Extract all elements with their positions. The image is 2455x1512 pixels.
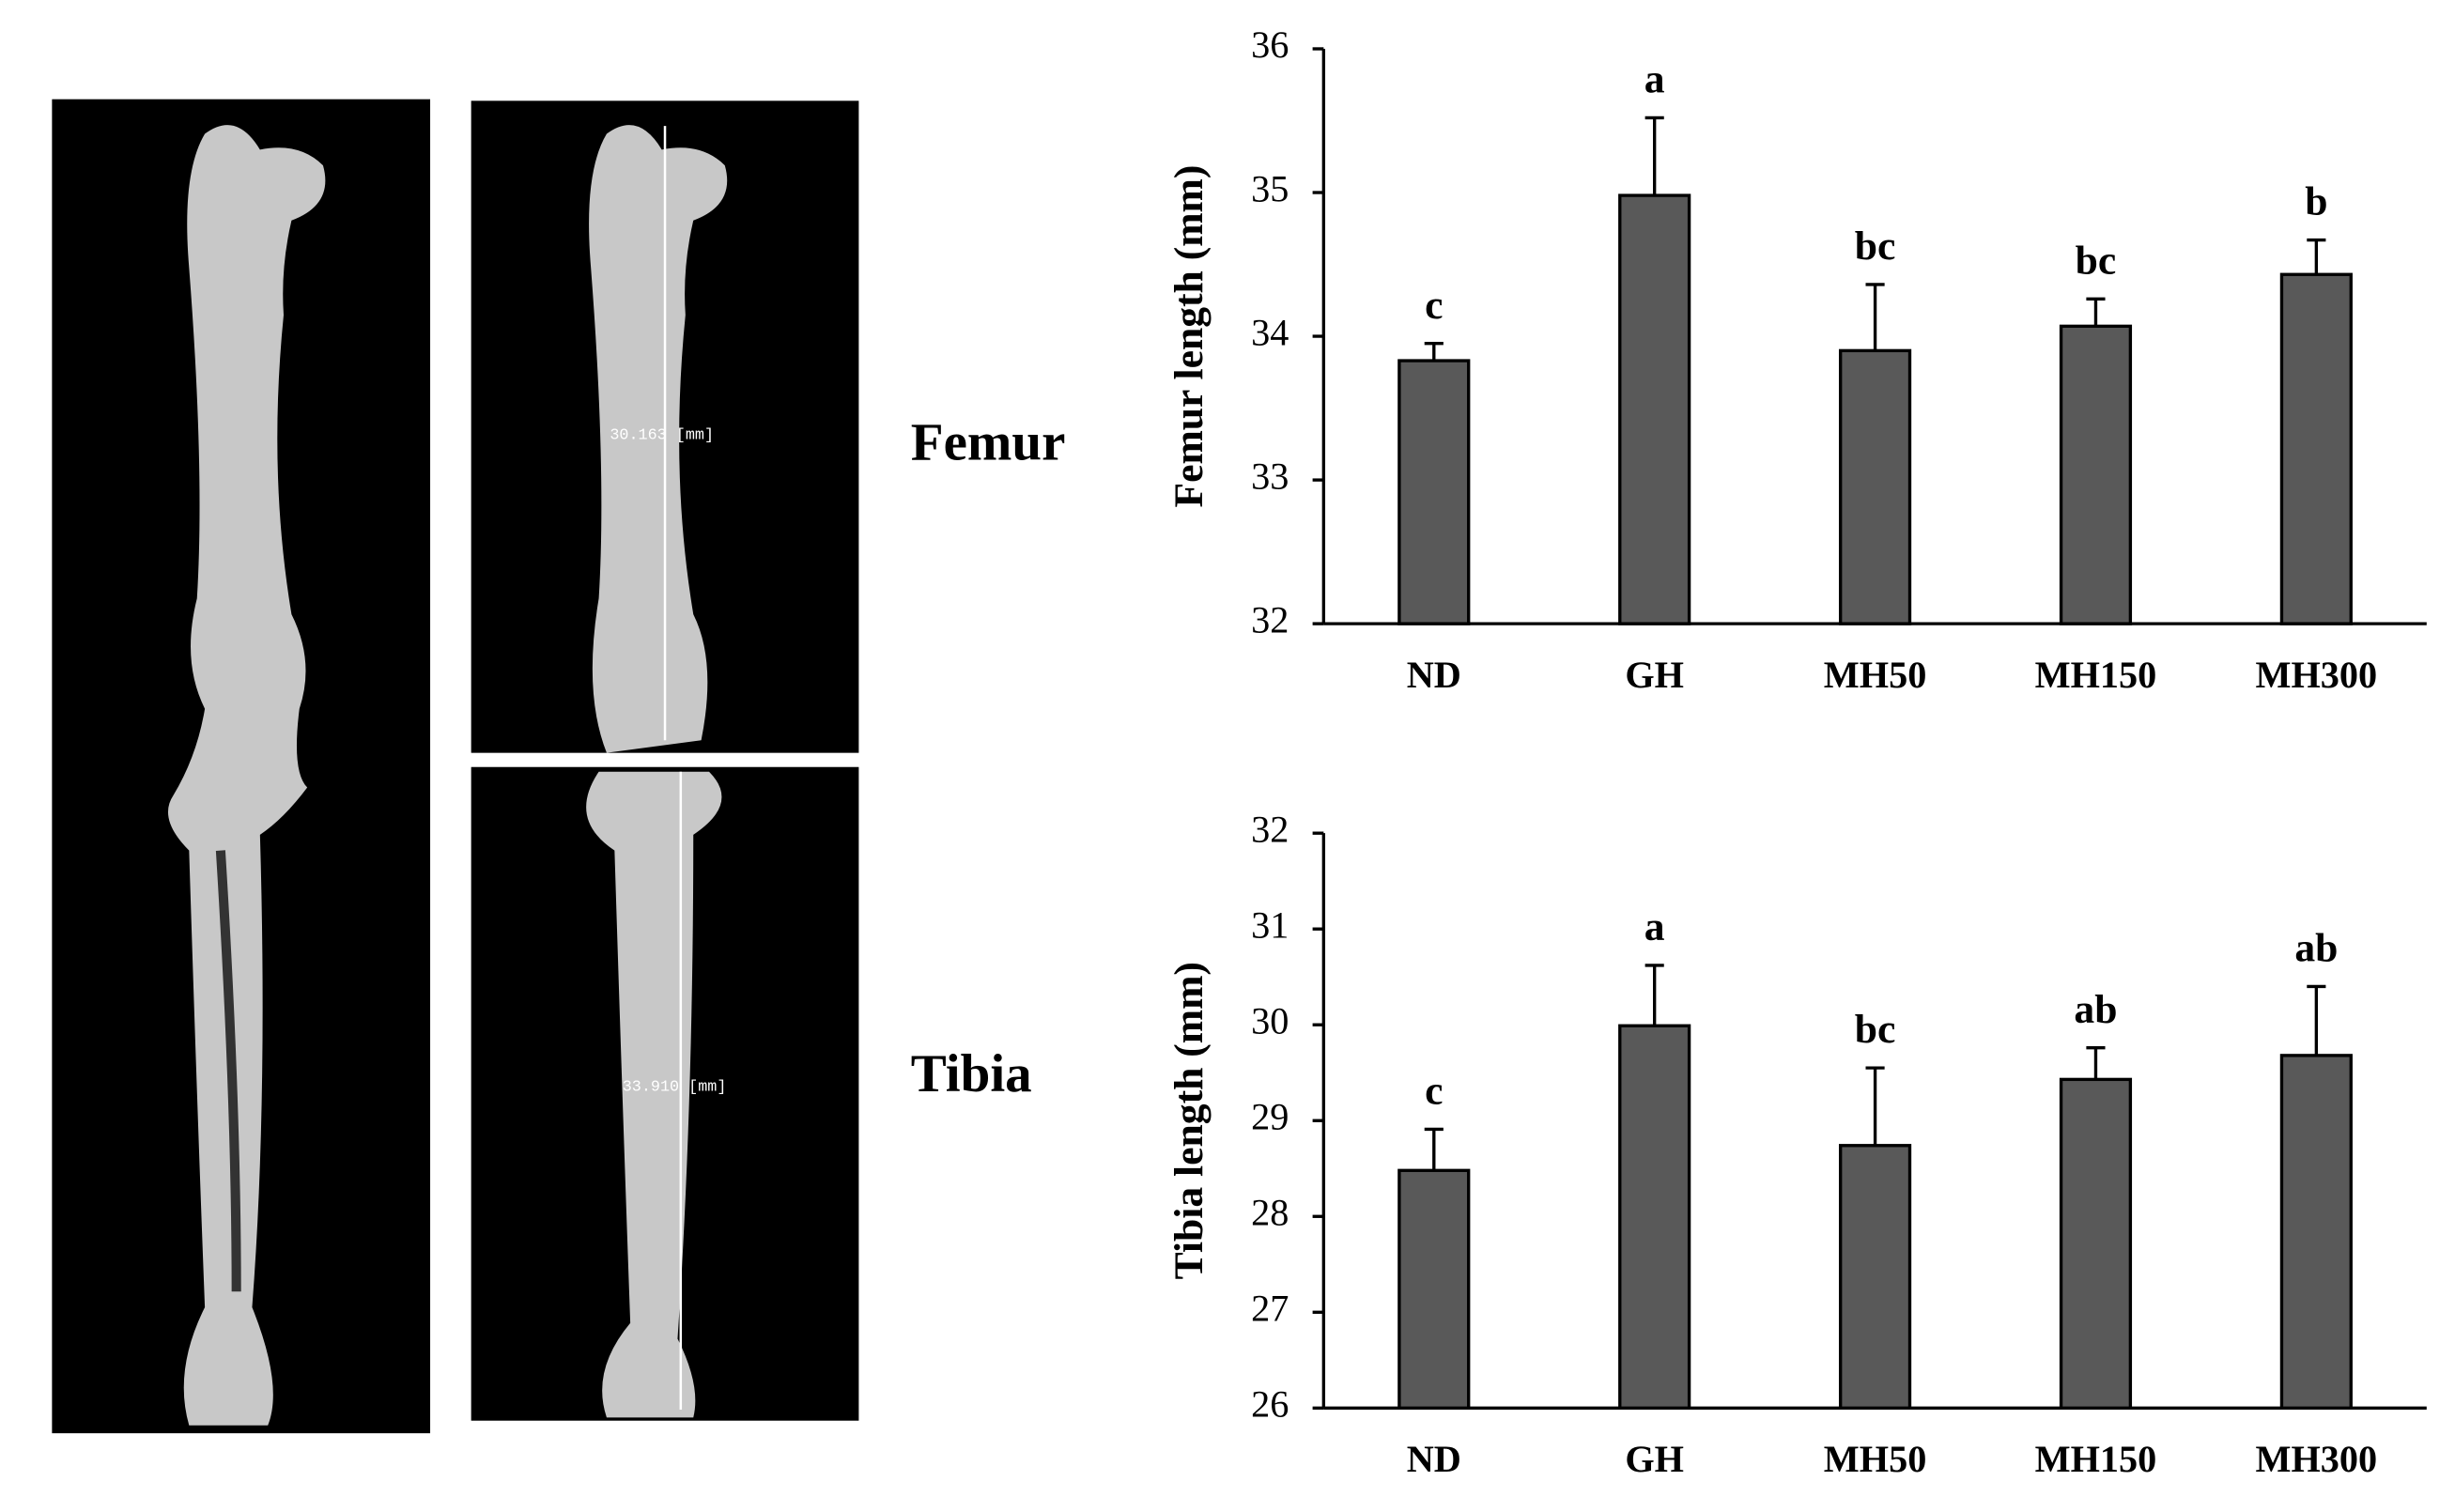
significance-letter: bc	[1855, 1007, 1896, 1052]
y-tick-label: 27	[1251, 1288, 1289, 1330]
y-tick-label: 32	[1251, 598, 1289, 640]
x-tick-label: MH50	[1824, 654, 1927, 696]
y-tick-label: 34	[1251, 311, 1289, 353]
significance-letter: a	[1644, 57, 1665, 102]
y-tick-label: 31	[1251, 903, 1289, 946]
x-tick-label: MH300	[2255, 1438, 2377, 1480]
bar	[2059, 324, 2133, 625]
bar	[1397, 359, 1471, 625]
bar	[1838, 348, 1912, 625]
y-axis-label: Tibia length (mm)	[1166, 962, 1212, 1279]
significance-letter: b	[2305, 179, 2327, 224]
y-tick-label: 30	[1251, 999, 1289, 1041]
y-tick-label: 33	[1251, 455, 1289, 497]
bar	[1397, 1168, 1471, 1410]
row-label: Tibia	[911, 1044, 1032, 1103]
y-tick-label: 29	[1251, 1095, 1289, 1137]
bar	[2279, 1054, 2353, 1410]
x-tick-label: MH150	[2035, 654, 2157, 696]
significance-letter: ab	[2074, 987, 2117, 1032]
significance-letter: c	[1425, 1069, 1443, 1114]
x-tick-label: MH50	[1824, 1438, 1927, 1480]
bar	[1618, 193, 1691, 625]
significance-letter: bc	[1855, 224, 1896, 269]
bone-image-tibia: 33.910 [mm]	[471, 766, 859, 1421]
bar	[1838, 1144, 1912, 1410]
row-label: Femur	[911, 412, 1066, 471]
significance-letter: a	[1644, 904, 1665, 949]
measure-label: 33.910 [mm]	[623, 1079, 727, 1097]
x-tick-label: MH300	[2255, 654, 2377, 696]
bone-image-femur: 30.163 [mm]	[471, 100, 859, 753]
bone-image-full	[52, 99, 431, 1434]
y-tick-label: 28	[1251, 1192, 1289, 1234]
significance-letter: ab	[2294, 926, 2338, 971]
bar	[2279, 272, 2353, 625]
x-tick-label: ND	[1407, 1438, 1461, 1480]
bar	[2059, 1077, 2133, 1410]
measure-label: 30.163 [mm]	[610, 426, 714, 444]
x-tick-label: MH150	[2035, 1438, 2157, 1480]
y-tick-label: 35	[1251, 167, 1289, 209]
y-tick-label: 36	[1251, 23, 1289, 66]
x-tick-label: GH	[1625, 1438, 1684, 1480]
significance-letter: bc	[2076, 238, 2117, 283]
y-tick-label: 26	[1251, 1383, 1289, 1426]
x-tick-label: GH	[1625, 654, 1684, 696]
y-axis-label: Femur length (mm)	[1166, 165, 1212, 508]
y-tick-label: 32	[1251, 808, 1289, 850]
x-tick-label: ND	[1407, 654, 1461, 696]
bar	[1618, 1024, 1691, 1410]
significance-letter: c	[1425, 283, 1443, 328]
